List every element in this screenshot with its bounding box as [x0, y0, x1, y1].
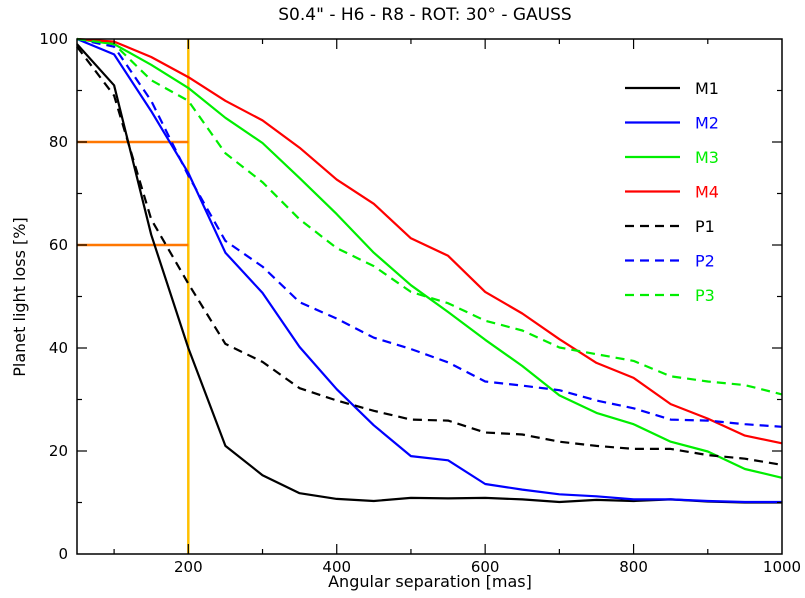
series-line-p3 [76, 37, 783, 396]
series-line-m3 [76, 37, 783, 479]
legend-label-m2: M2 [695, 114, 719, 133]
legend-label-p3: P3 [695, 286, 715, 305]
y-tick-label: 100 [39, 30, 68, 48]
series-group [76, 37, 783, 504]
x-tick-label: 800 [619, 558, 648, 576]
y-tick-label: 80 [49, 133, 68, 151]
x-tick-label: 600 [471, 558, 500, 576]
series-line-m4 [76, 37, 783, 445]
x-tick-label: 1000 [763, 558, 801, 576]
y-tick-label: 20 [49, 442, 68, 460]
legend-label-p2: P2 [695, 252, 715, 271]
legend: M1 M2 M3 M4 P1 P2 P3 [625, 79, 719, 305]
series-line-p1 [76, 46, 783, 466]
y-tick-label: 60 [49, 236, 68, 254]
x-tick-label: 400 [322, 558, 351, 576]
legend-label-m4: M4 [695, 183, 719, 202]
y-tick-label: 0 [58, 545, 68, 563]
y-axis-label: Planet light loss [%] [10, 217, 29, 376]
legend-label-p1: P1 [695, 217, 715, 236]
y-tick-label: 40 [49, 339, 68, 357]
x-tick-label: 200 [174, 558, 203, 576]
legend-label-m1: M1 [695, 79, 719, 98]
series-line-p2 [76, 37, 783, 428]
chart-title: S0.4" - H6 - R8 - ROT: 30° - GAUSS [278, 5, 571, 25]
axis-ticks: 200 400 600 800 1000 0 20 40 60 80 100 [39, 30, 801, 576]
x-axis-label: Angular separation [mas] [328, 572, 532, 591]
legend-label-m3: M3 [695, 148, 719, 167]
